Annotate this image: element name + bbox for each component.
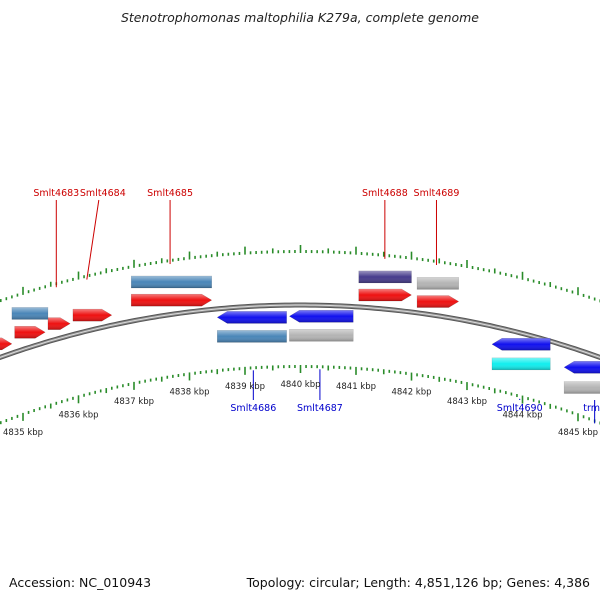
scale-tick-label: 4836 kbp [58,410,98,420]
forward-gene-feature-shading [417,277,459,290]
reverse-gene-feature-shading [217,330,287,343]
label-leader-line [86,199,100,280]
inner-tick-ring [0,365,600,425]
map-title: Stenotrophomonas maltophilia K279a, comp… [120,10,480,25]
scale-tick-label: 4835 kbp [3,428,43,438]
scale-tick-label: 4838 kbp [169,387,209,397]
scale-tick-label: 4839 kbp [225,382,265,392]
accession-label: Accession: NC_010943 [9,575,152,590]
scale-tick-label: 4840 kbp [280,380,320,390]
forward-gene-feature-shading [131,275,212,288]
forward-gene-feature-shading [11,307,48,320]
forward-cds-feature-shading [131,294,212,307]
gene-label: Smlt4688 [362,188,408,199]
scale-tick-label: 4837 kbp [114,397,154,407]
scale-labels: 4835 kbp 4836 kbp 4837 kbp 4838 kbp 4839 kbp… [3,380,598,438]
reverse-gene-feature-shading [491,357,551,370]
feature-tracks [0,270,600,394]
scale-tick-label: 4843 kbp [447,397,487,407]
forward-cds-feature-shading [0,337,12,350]
forward-cds-feature-shading [417,295,459,308]
reverse-gene-feature-shading [564,381,600,394]
gene-label: Smlt4687 [297,403,343,414]
gene-label: Smlt4684 [80,188,126,199]
gene-label: Smlt4690 [497,403,543,414]
forward-gene-feature-shading [358,270,412,283]
forward-cds-feature-shading [358,289,412,302]
forward-cds-feature-shading [14,326,46,339]
reverse-cds-feature-shading [289,310,354,323]
scale-tick-label: 4841 kbp [336,382,376,392]
scale-tick-label: 4845 kbp [558,428,598,438]
backbone-highlight [0,304,600,358]
topology-label: Topology: circular; Length: 4,851,126 bp… [246,575,590,590]
gene-label: Smlt4685 [147,188,193,199]
reverse-cds-feature-shading [217,311,287,324]
gene-label: trmE [583,403,600,414]
gene-label: Smlt4689 [414,188,460,199]
scale-tick-label: 4842 kbp [391,388,431,398]
reverse-gene-feature-shading [289,329,354,342]
feature-labels: Smlt4683 Smlt4684 Smlt4685 Smlt4688 Smlt4689… [33,188,600,414]
forward-cds-feature-shading [47,317,71,330]
gene-label: Smlt4683 [33,188,79,199]
reverse-cds-feature-shading [564,361,600,374]
scale-tick-label: 4844 kbp [502,411,542,421]
gene-label: Smlt4686 [230,403,276,414]
reverse-cds-feature-shading [491,338,551,351]
label-leaders [55,199,596,424]
forward-cds-feature-shading [72,309,112,322]
genome-backbone [0,302,600,361]
